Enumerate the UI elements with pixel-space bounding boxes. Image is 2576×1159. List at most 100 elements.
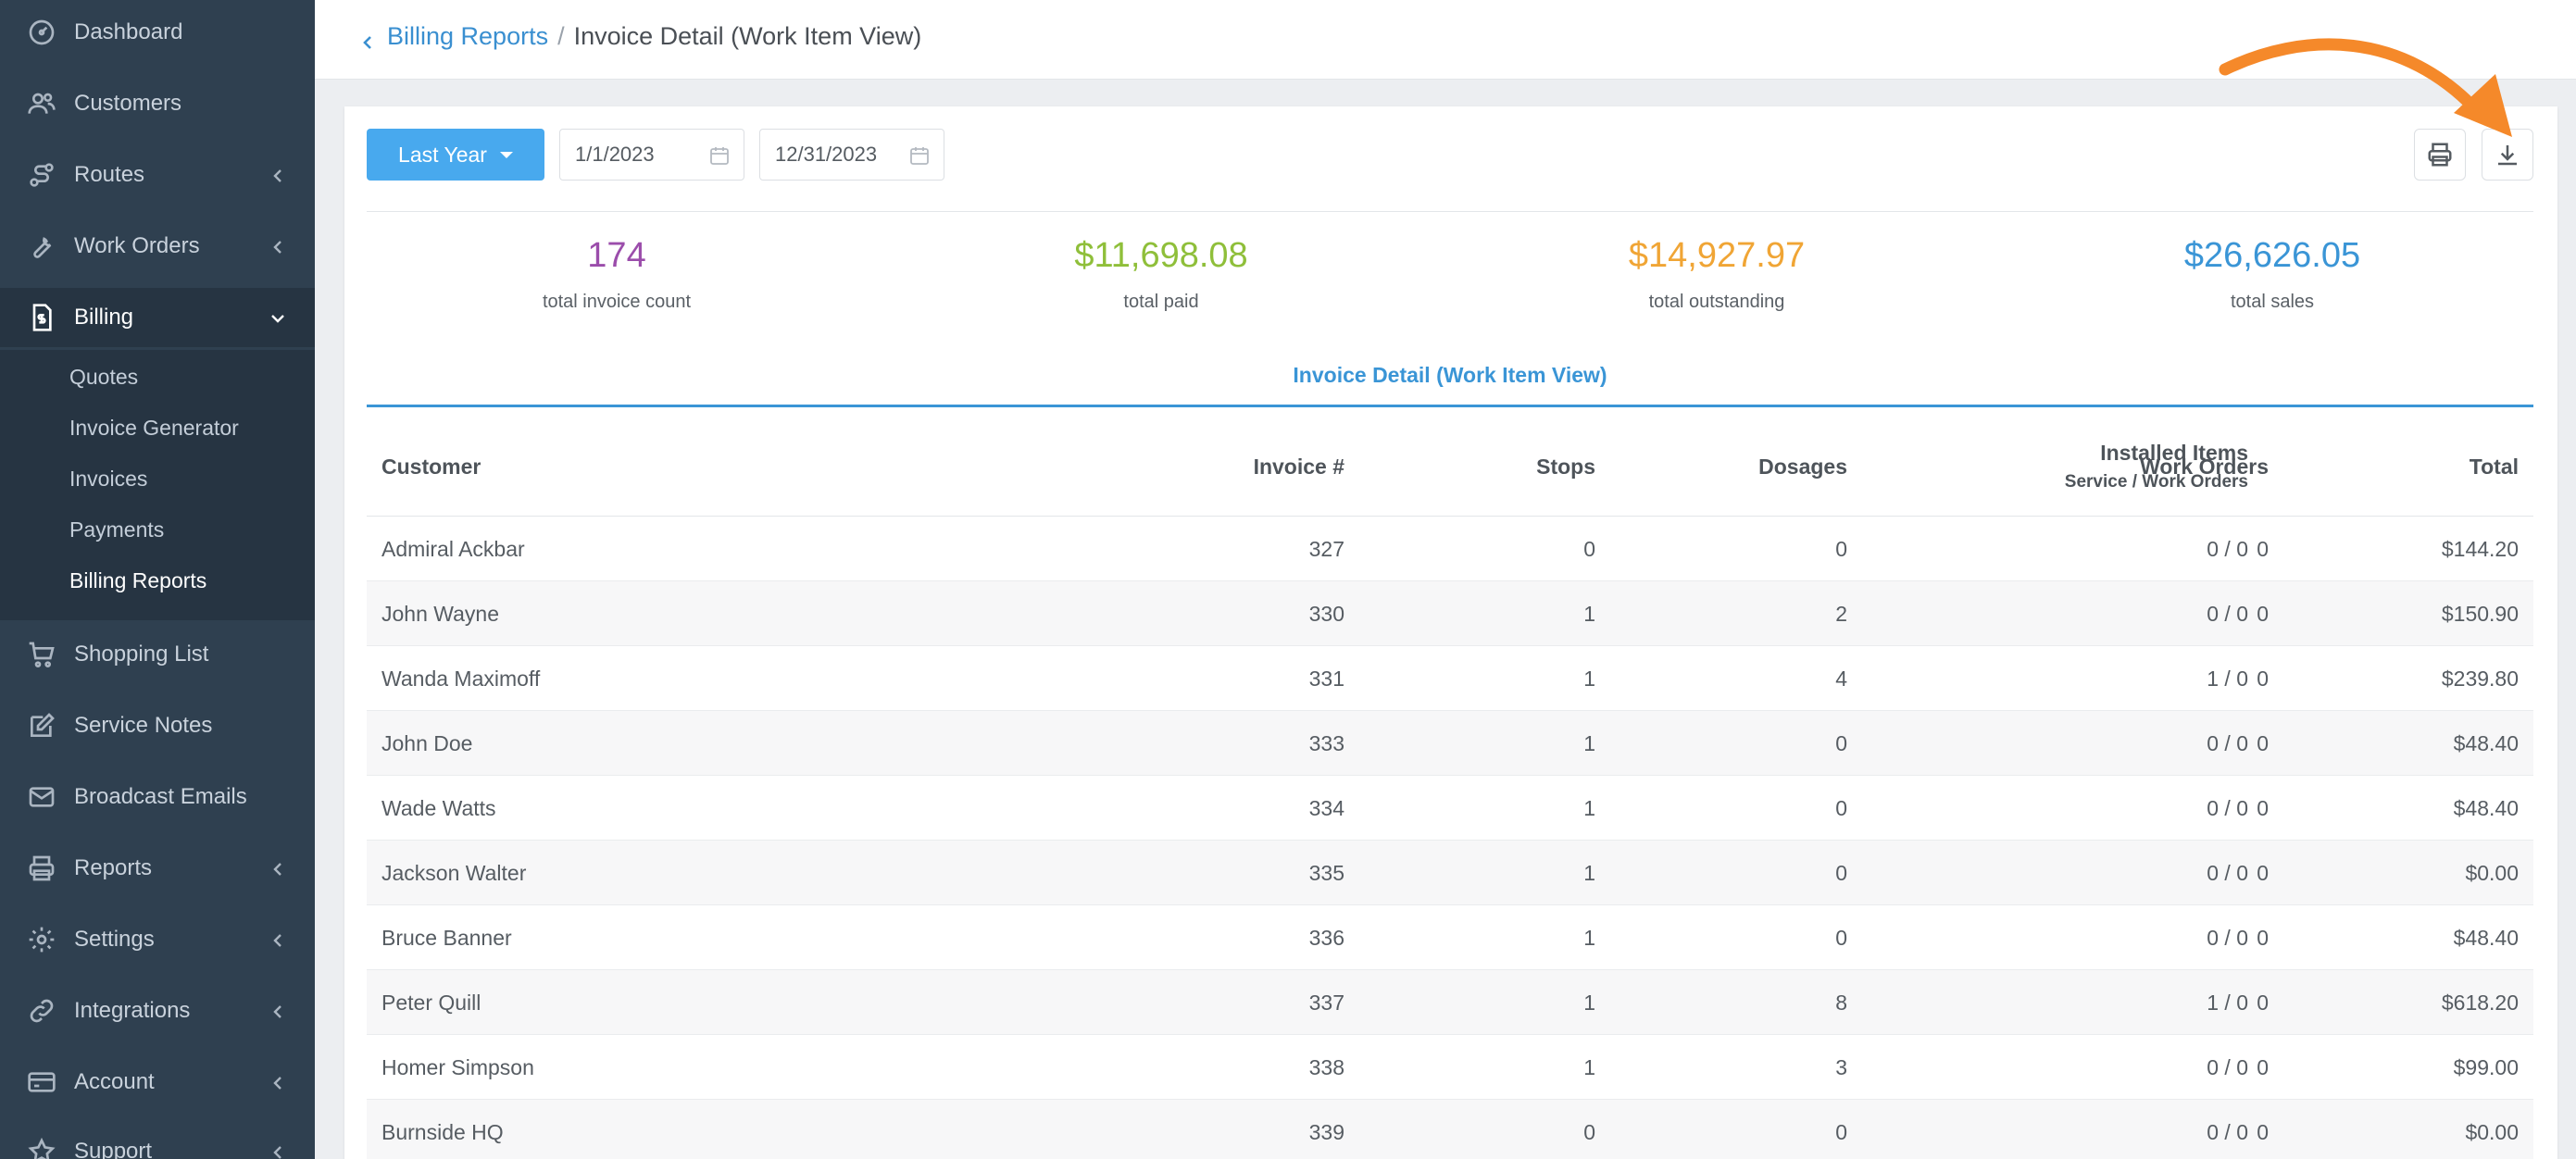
sidebar-item-work-orders[interactable]: Work Orders [0, 217, 315, 276]
submenu-item-quotes[interactable]: Quotes [69, 365, 139, 389]
stat-invoice-count: 174 total invoice count [339, 236, 894, 313]
cell-dosages: 0 [1835, 861, 1847, 885]
table-row[interactable]: Jackson Walter 335 1 0 0 / 0 0 $0.00 [367, 841, 2533, 905]
start-date-input[interactable]: 1/1/2023 [559, 129, 744, 181]
sidebar-item-reports[interactable]: Reports [0, 839, 315, 898]
table-row[interactable]: Bruce Banner 336 1 0 0 / 0 0 $48.40 [367, 905, 2533, 970]
column-header-total[interactable]: Total [2469, 455, 2519, 479]
table-row[interactable]: Admiral Ackbar 327 0 0 0 / 0 0 $144.20 [367, 517, 2533, 581]
column-header-customer[interactable]: Customer [381, 455, 481, 479]
sidebar-item-billing[interactable]: Billing [0, 288, 315, 347]
column-header-installed-items[interactable]: Installed Items [2100, 441, 2248, 465]
table-row[interactable]: Wade Watts 334 1 0 0 / 0 0 $48.40 [367, 776, 2533, 841]
card-icon [26, 1066, 57, 1098]
printer-icon [2428, 143, 2452, 167]
chevron-left-icon [269, 166, 287, 184]
cell-customer: Homer Simpson [381, 1055, 534, 1079]
sidebar-item-label: Support [74, 1139, 153, 1159]
section-title: Invoice Detail (Work Item View) [1293, 363, 1607, 387]
sidebar-item-service-notes[interactable]: Service Notes [0, 696, 315, 755]
table-row[interactable]: Homer Simpson 338 1 3 0 / 0 0 $99.00 [367, 1035, 2533, 1100]
cell-installed: 0 / 0 [2207, 796, 2248, 820]
cell-work-orders: 0 [2257, 796, 2269, 820]
cell-customer: Wade Watts [381, 796, 496, 820]
sidebar-item-broadcast-emails[interactable]: Broadcast Emails [0, 767, 315, 827]
cell-total: $618.20 [2441, 991, 2519, 1015]
breadcrumb-link-billing-reports[interactable]: Billing Reports [387, 22, 549, 50]
cell-installed: 0 / 0 [2207, 1120, 2248, 1144]
submenu-item-payments[interactable]: Payments [69, 517, 165, 542]
cell-dosages: 0 [1835, 731, 1847, 755]
cell-installed: 0 / 0 [2207, 731, 2248, 755]
sidebar-item-integrations[interactable]: Integrations [0, 981, 315, 1041]
route-icon [26, 159, 57, 191]
end-date-input[interactable]: 12/31/2023 [759, 129, 944, 181]
cell-invoice: 335 [1308, 861, 1344, 885]
stat-value: $26,626.05 [2183, 236, 2361, 275]
column-header-invoice[interactable]: Invoice # [1253, 455, 1344, 479]
table-row[interactable]: Burnside HQ 339 0 0 0 / 0 0 $0.00 [367, 1100, 2533, 1159]
cell-installed: 0 / 0 [2207, 1055, 2248, 1079]
cell-dosages: 2 [1835, 602, 1847, 626]
end-date-value: 12/31/2023 [775, 143, 878, 166]
sidebar-item-label: Account [74, 1069, 155, 1094]
sidebar-item-account[interactable]: Account [0, 1053, 315, 1112]
cell-invoice: 330 [1308, 602, 1344, 626]
table-row[interactable]: Peter Quill 337 1 8 1 / 0 0 $618.20 [367, 970, 2533, 1035]
table-row[interactable]: Wanda Maximoff 331 1 4 1 / 0 0 $239.80 [367, 646, 2533, 711]
cell-dosages: 4 [1835, 667, 1847, 691]
invoice-table: Customer Invoice # Stops Dosages Install… [367, 407, 2533, 1159]
printer-icon [26, 853, 57, 884]
sidebar-item-support[interactable]: Support [0, 1122, 315, 1159]
column-header-work-orders-label: Work Orders [2140, 455, 2269, 479]
calendar-icon[interactable] [708, 144, 731, 167]
cell-invoice: 339 [1308, 1120, 1344, 1144]
cell-work-orders: 0 [2257, 861, 2269, 885]
cart-icon [26, 639, 57, 670]
column-header-stops[interactable]: Stops [1536, 455, 1595, 479]
column-header-work-orders[interactable]: Work Orders [2140, 455, 2269, 480]
download-icon [2498, 145, 2517, 166]
table-body: Admiral Ackbar 327 0 0 0 / 0 0 $144.20 J… [367, 517, 2533, 1159]
edit-icon [26, 710, 57, 742]
date-range-label: Last Year [398, 142, 487, 167]
sidebar-item-label: Integrations [74, 998, 191, 1023]
chevron-down-icon [269, 308, 287, 327]
stat-total-paid: $11,698.08 total paid [883, 236, 1439, 313]
stat-total-sales: $26,626.05 total sales [1995, 236, 2550, 313]
cell-customer: Peter Quill [381, 991, 481, 1015]
submenu-item-billing-reports[interactable]: Billing Reports [69, 568, 207, 592]
cell-total: $0.00 [2465, 1120, 2519, 1144]
download-button[interactable] [2482, 129, 2533, 181]
stat-value: $14,927.97 [1628, 236, 1806, 275]
cell-stops: 1 [1583, 731, 1595, 755]
chevron-left-icon[interactable] [359, 29, 376, 49]
calendar-icon[interactable] [908, 144, 931, 167]
table-row[interactable]: John Wayne 330 1 2 0 / 0 0 $150.90 [367, 581, 2533, 646]
cell-work-orders: 0 [2257, 602, 2269, 626]
stat-value: 174 [587, 236, 646, 275]
sidebar-item-settings[interactable]: Settings [0, 910, 315, 969]
gear-icon [26, 924, 57, 955]
submenu-item-invoice-generator[interactable]: Invoice Generator [69, 416, 239, 440]
print-button[interactable] [2414, 129, 2466, 181]
sidebar-item-customers[interactable]: Customers [0, 74, 315, 133]
star-icon [26, 1136, 57, 1159]
submenu-item-invoices[interactable]: Invoices [69, 467, 148, 491]
sidebar-item-label: Routes [74, 162, 145, 187]
chevron-left-icon [269, 930, 287, 949]
cell-customer: Admiral Ackbar [381, 537, 525, 561]
cell-dosages: 0 [1835, 1120, 1847, 1144]
cell-stops: 0 [1583, 537, 1595, 561]
sidebar-item-label: Settings [74, 927, 155, 952]
stat-label: total invoice count [542, 292, 692, 312]
sidebar-item-dashboard[interactable]: Dashboard [0, 3, 315, 62]
cell-installed: 1 / 0 [2207, 667, 2248, 691]
cell-dosages: 0 [1835, 796, 1847, 820]
sidebar-item-shopping-list[interactable]: Shopping List [0, 625, 315, 684]
sidebar-item-routes[interactable]: Routes [0, 145, 315, 205]
column-header-dosages[interactable]: Dosages [1758, 455, 1847, 479]
cell-stops: 1 [1583, 796, 1595, 820]
date-range-dropdown[interactable]: Last Year [367, 129, 544, 181]
table-row[interactable]: John Doe 333 1 0 0 / 0 0 $48.40 [367, 711, 2533, 776]
